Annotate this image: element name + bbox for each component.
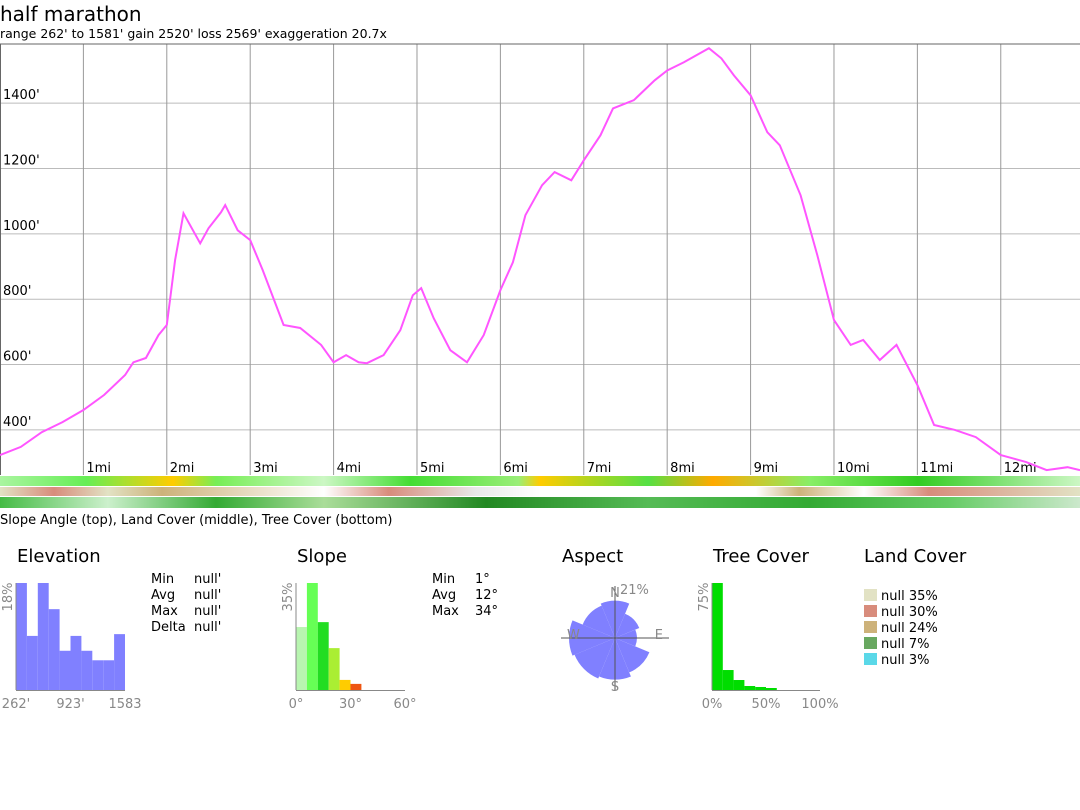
- legend-swatch: [864, 653, 877, 665]
- legend-swatch: [864, 589, 877, 601]
- stat-label: Avg: [432, 588, 456, 603]
- legend-label: null 35%: [881, 589, 938, 604]
- y-tick-label: 600': [3, 350, 31, 365]
- x-tick-label: 1583: [108, 697, 141, 712]
- x-tick-label: 10mi: [837, 461, 870, 476]
- x-tick-label: 4mi: [337, 461, 362, 476]
- histogram-bar: [70, 635, 82, 690]
- x-tick-label: 5mi: [420, 461, 445, 476]
- aspect-label: S: [611, 680, 619, 695]
- stat-value: 1°: [475, 572, 490, 587]
- stat-value: null': [194, 588, 221, 603]
- legend-swatch: [864, 621, 877, 633]
- stat-value: null': [194, 604, 221, 619]
- y-tick-label: 35%: [281, 583, 296, 612]
- x-tick-label: 7mi: [587, 461, 612, 476]
- y-tick-label: 1200': [3, 153, 40, 168]
- x-tick-label: 923': [56, 697, 84, 712]
- panel-title: Land Cover: [864, 546, 967, 567]
- x-tick-label: 2mi: [170, 461, 195, 476]
- panel-title: Slope: [297, 546, 347, 567]
- histogram-bar: [103, 660, 115, 690]
- histogram-bar: [114, 634, 125, 690]
- stat-value: null': [194, 620, 221, 635]
- aspect-wedge: [574, 638, 615, 679]
- route-stats: range 262' to 1581' gain 2520' loss 2569…: [0, 26, 387, 41]
- histogram-bar: [37, 583, 49, 690]
- histogram-bar: [92, 660, 104, 690]
- x-tick-label: 11mi: [920, 461, 953, 476]
- histogram-bar: [744, 686, 756, 690]
- histogram-bar: [48, 609, 60, 690]
- aspect-label: E: [655, 628, 663, 643]
- histogram-bar: [306, 583, 318, 690]
- stat-label: Min: [151, 572, 174, 587]
- aspect-wedge: [582, 605, 615, 638]
- histogram-bar: [339, 679, 351, 690]
- stat-value: null': [194, 572, 221, 587]
- stat-label: Max: [432, 604, 459, 619]
- y-tick-label: 18%: [1, 583, 16, 612]
- y-tick-label: 1000': [3, 219, 40, 234]
- stat-label: Max: [151, 604, 178, 619]
- aspect-wedge: [615, 613, 640, 638]
- panel-title: Aspect: [562, 546, 623, 567]
- histogram-bar: [81, 650, 93, 690]
- x-tick-label: 0°: [289, 697, 304, 712]
- stat-value: 34°: [475, 604, 498, 619]
- legend-label: null 24%: [881, 621, 938, 636]
- histogram-bar: [722, 670, 734, 690]
- x-tick-label: 6mi: [503, 461, 528, 476]
- x-tick-label: 8mi: [670, 461, 695, 476]
- aspect-wedge: [615, 638, 650, 673]
- r-tick-label: 21%: [620, 583, 649, 598]
- histogram-bar: [766, 688, 777, 690]
- y-tick-label: 800': [3, 284, 31, 299]
- histogram-bar: [712, 583, 723, 690]
- histogram-bar: [755, 687, 766, 690]
- stat-label: Min: [432, 572, 455, 587]
- x-tick-label: 50%: [752, 697, 781, 712]
- legend-label: null 3%: [881, 653, 929, 668]
- stat-label: Delta: [151, 620, 186, 635]
- x-tick-label: 3mi: [253, 461, 278, 476]
- stat-value: 12°: [475, 588, 498, 603]
- x-tick-label: 1mi: [86, 461, 111, 476]
- x-tick-label: 100%: [801, 697, 838, 712]
- y-tick-label: 400': [3, 415, 31, 430]
- x-tick-label: 30°: [339, 697, 362, 712]
- x-tick-label: 60°: [393, 697, 416, 712]
- y-tick-label: 1400': [3, 88, 40, 103]
- legend-swatch: [864, 605, 877, 617]
- histogram-bar: [733, 680, 745, 690]
- y-tick-label: 75%: [697, 583, 712, 612]
- aspect-label: W: [567, 628, 580, 643]
- panel-title: Tree Cover: [712, 546, 810, 567]
- legend-label: null 30%: [881, 605, 938, 620]
- aspect-label: N: [610, 586, 620, 601]
- panel-title: Elevation: [17, 546, 101, 567]
- x-tick-label: 262': [2, 697, 30, 712]
- strip-caption: Slope Angle (top), Land Cover (middle), …: [0, 513, 392, 528]
- stat-label: Avg: [151, 588, 175, 603]
- slope-strip: [0, 476, 1080, 486]
- histogram-bar: [26, 635, 38, 690]
- x-tick-label: 12mi: [1004, 461, 1037, 476]
- land-cover-strip: [0, 487, 1080, 496]
- legend-label: null 7%: [881, 637, 929, 652]
- histogram-bar: [328, 648, 340, 690]
- page-title: half marathon: [0, 2, 142, 26]
- histogram-bar: [59, 650, 71, 690]
- elevation-line: [0, 46, 1080, 472]
- legend-swatch: [864, 637, 877, 649]
- histogram-bar: [16, 583, 27, 690]
- x-tick-label: 9mi: [754, 461, 779, 476]
- histogram-bar: [350, 683, 362, 690]
- histogram-bar: [296, 627, 307, 690]
- histogram-bar: [317, 622, 329, 690]
- x-tick-label: 0%: [702, 697, 723, 712]
- tree-cover-strip: [0, 497, 1080, 508]
